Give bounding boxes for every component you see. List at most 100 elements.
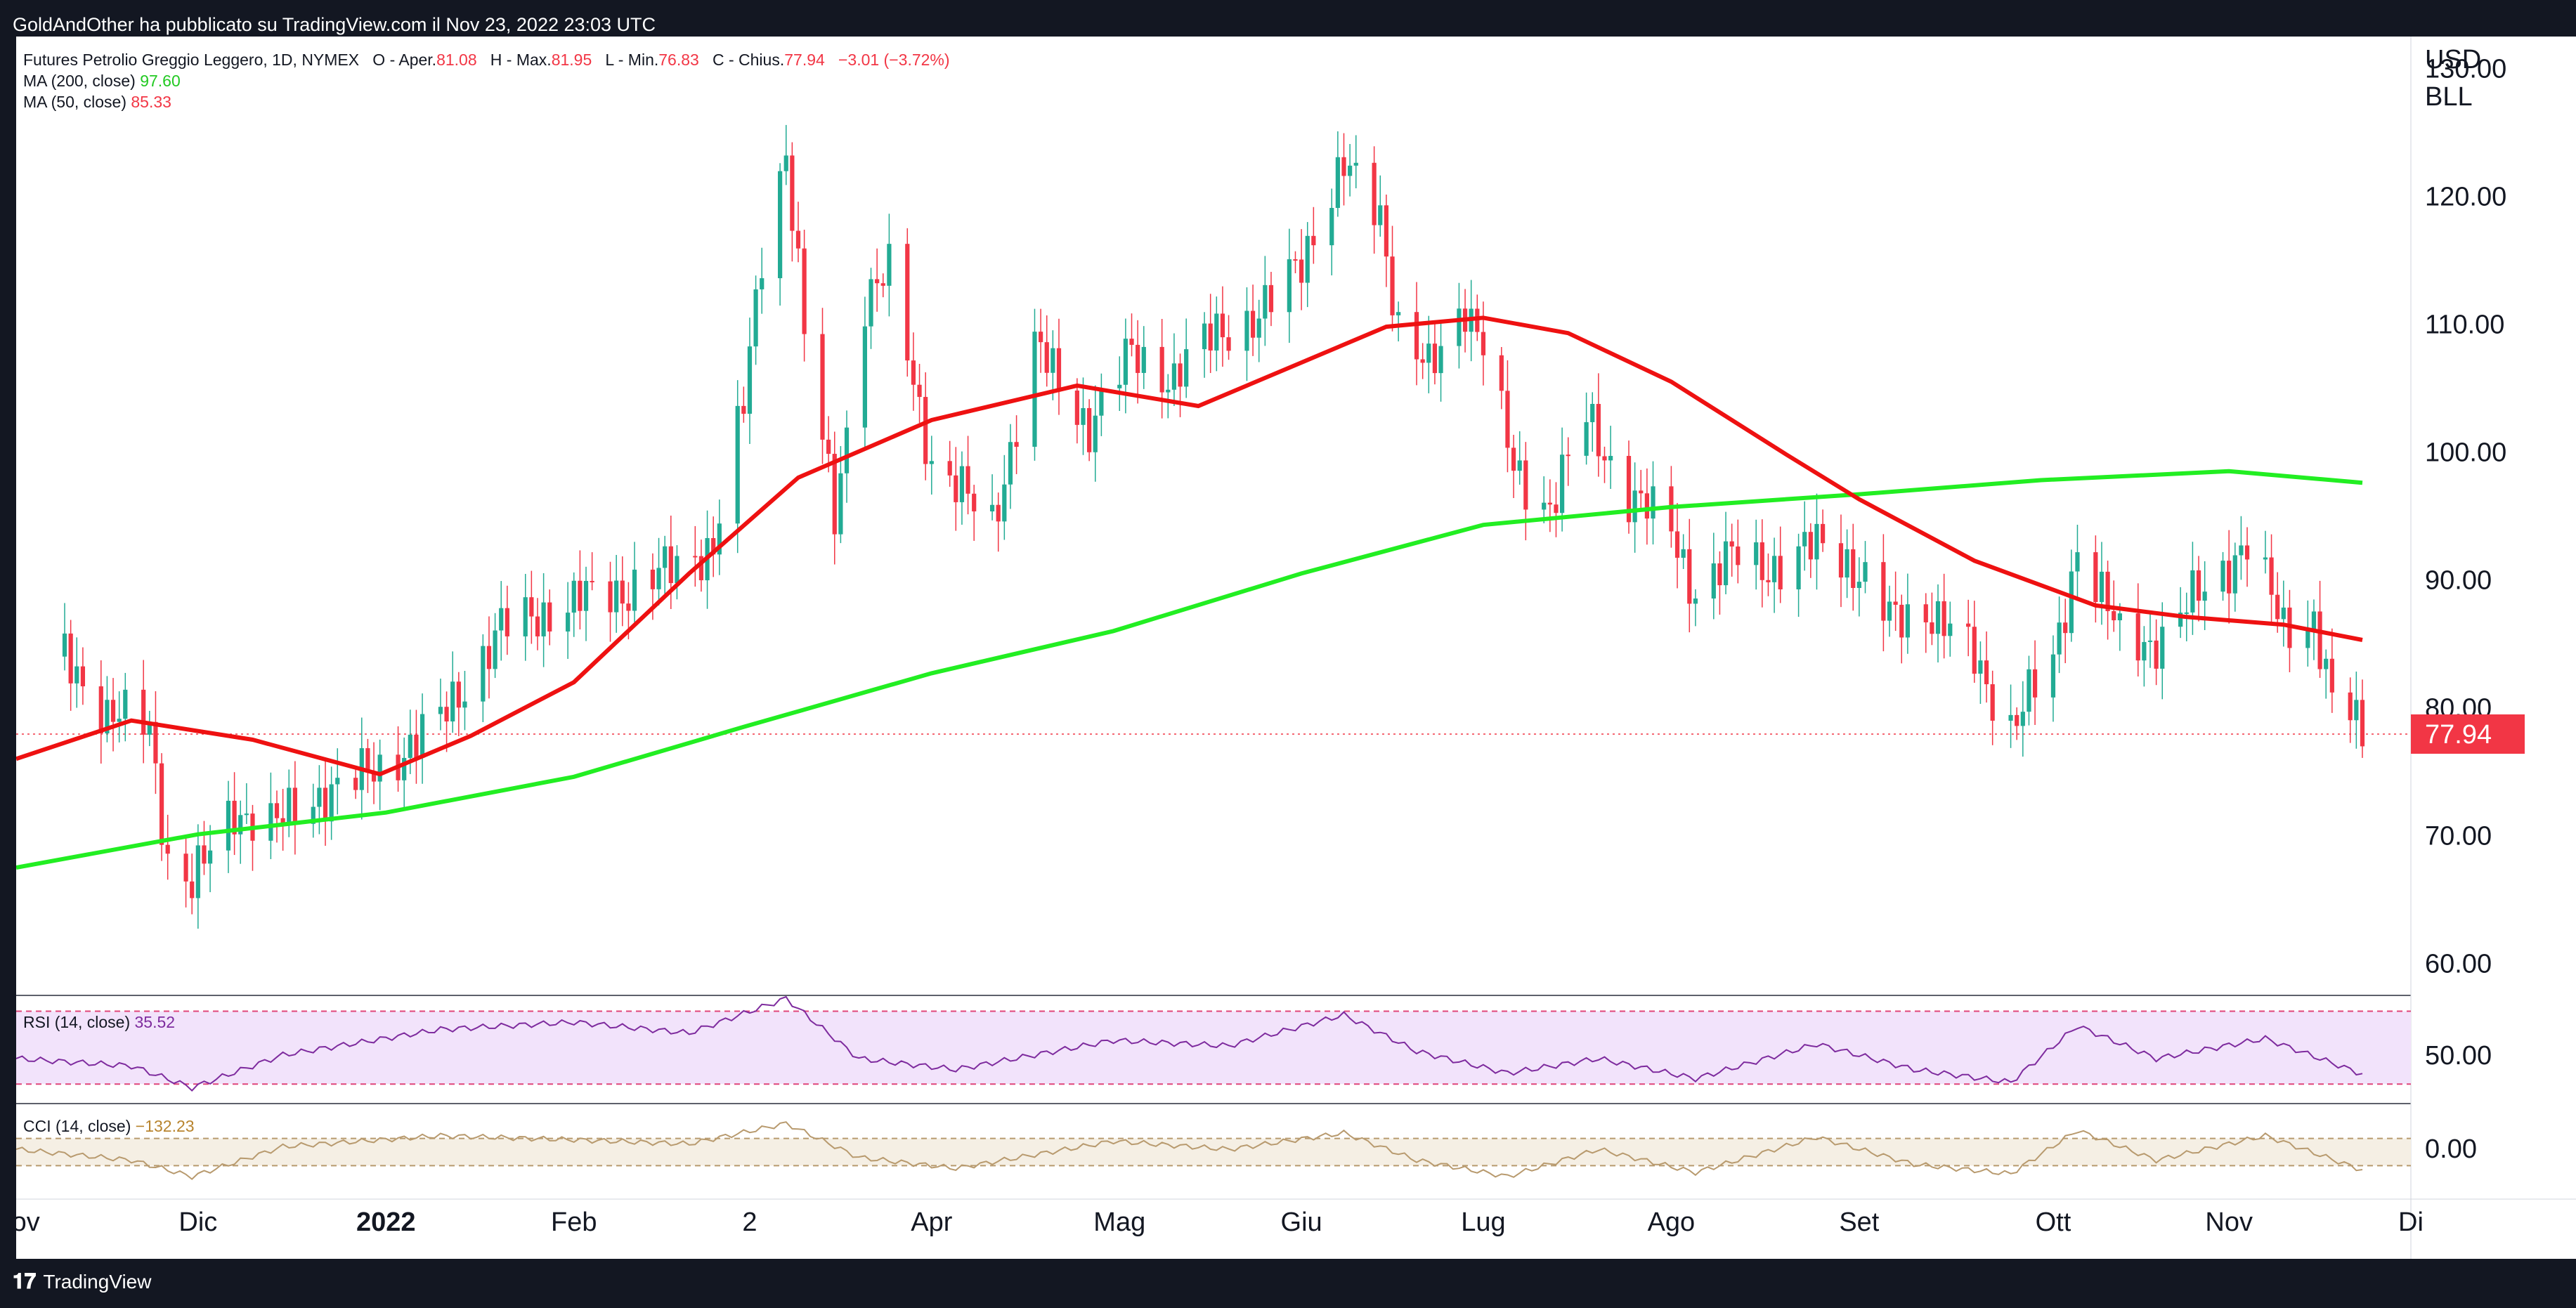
price-axis[interactable]: 130.00120.00110.00100.0090.0080.0070.006… <box>2425 55 2506 979</box>
candle-body <box>1293 259 1298 261</box>
candle-body <box>1348 165 1353 176</box>
candle-body <box>2063 622 2068 634</box>
candle-body <box>444 707 449 722</box>
candle-body <box>2354 700 2359 721</box>
candle-body <box>760 278 765 289</box>
candle-body <box>2027 669 2031 712</box>
candle-body <box>1226 337 1231 351</box>
candle-body <box>820 334 825 440</box>
candle-body <box>1341 157 1346 176</box>
candle-body <box>1856 582 1861 588</box>
candle-body <box>2142 641 2147 661</box>
candle-body <box>566 613 571 632</box>
candle-body <box>2360 700 2365 747</box>
candle-body <box>1511 447 1516 471</box>
candle-body <box>535 616 540 636</box>
ohlc-high-label: H - Max. <box>490 51 552 69</box>
chart-panel[interactable]: USD BLL 130.00 120.00 110.00 100.00 90.00 80.… <box>0 37 2576 1259</box>
candle-body <box>190 881 195 898</box>
candle-body <box>1863 562 1868 582</box>
time-axis-label: Nov <box>16 1208 40 1237</box>
candle-body <box>583 580 589 611</box>
candle-body <box>2305 629 2310 648</box>
ohlc-close-label: C - Chius. <box>712 51 785 69</box>
candle-body <box>1432 344 1438 374</box>
candle-body <box>2329 658 2334 693</box>
candle-body <box>1505 391 1510 448</box>
candle-body <box>735 405 740 524</box>
candle-body <box>2008 714 2013 721</box>
rsi-legend-value: 35.52 <box>134 1013 176 1031</box>
candle-body <box>1802 532 1807 547</box>
candle-body <box>1129 339 1134 345</box>
cci-legend-value: −132.23 <box>135 1117 195 1135</box>
symbol-legend: Futures Petrolio Greggio Leggero, 1D, NY… <box>23 51 950 70</box>
candle-body <box>1263 285 1268 319</box>
candle-body <box>1378 205 1383 225</box>
candle-body <box>1566 454 1570 457</box>
ohlc-low-label: L - Min. <box>605 51 659 69</box>
candle-body <box>2202 591 2207 601</box>
time-axis-label: Lug <box>1461 1208 1505 1237</box>
ma50-legend[interactable]: MA (50, close) 85.33 <box>23 93 171 112</box>
candle-body <box>353 778 358 790</box>
candle-body <box>323 787 328 822</box>
candle-body <box>620 580 625 604</box>
candle-body <box>2184 612 2189 614</box>
time-axis-label: Ott <box>2036 1208 2071 1237</box>
candle-body <box>1711 563 1716 599</box>
candle-body <box>541 602 546 636</box>
candle-body <box>923 397 928 464</box>
candle-body <box>2099 571 2105 603</box>
candle-body <box>965 466 970 494</box>
candle-body <box>1608 456 1613 461</box>
candle-body <box>1311 235 1316 246</box>
candle-body <box>329 784 334 822</box>
candle-body <box>1893 601 1898 605</box>
candle-body <box>2324 658 2329 669</box>
candle-body <box>783 155 788 171</box>
candle-body <box>207 850 213 864</box>
candle-body <box>1651 486 1655 519</box>
candle-body <box>1602 456 1607 461</box>
candle-body <box>668 546 673 584</box>
candle-body <box>844 427 850 473</box>
rsi-legend[interactable]: RSI (14, close) 35.52 <box>23 1013 175 1032</box>
candle-body <box>1559 454 1565 514</box>
candle-body <box>2190 570 2195 613</box>
candle-body <box>1523 460 1528 510</box>
candle-body <box>1729 541 1734 547</box>
candle-body <box>1214 313 1219 351</box>
candle-body <box>1002 484 1007 522</box>
time-axis-label: Feb <box>551 1208 597 1237</box>
candle-body <box>972 493 977 512</box>
footer-brand[interactable]: 𝟏𝟕 TradingView <box>13 1264 151 1300</box>
candle-body <box>1759 542 1764 580</box>
time-axis-label: Di <box>2398 1208 2424 1237</box>
candle-body <box>2112 610 2116 620</box>
symbol-name[interactable]: Futures Petrolio Greggio Leggero, 1D, NY… <box>23 51 360 69</box>
candle-body <box>2075 552 2080 572</box>
time-axis[interactable]: Nov Dic 2022 Feb 2 Apr Mag Giu Lug Ago Set Ott Nov Di <box>0 1208 2424 1237</box>
candle-body <box>1299 259 1304 283</box>
rsi-pane-line <box>15 995 2363 1092</box>
candle-body <box>2093 552 2098 603</box>
candle-body <box>547 602 552 632</box>
price-change: −3.01 (−3.72%) <box>838 51 950 69</box>
candle-body <box>656 568 661 589</box>
candle-body <box>795 230 801 249</box>
ma200-legend[interactable]: MA (200, close) 97.60 <box>23 72 181 91</box>
candle-body <box>905 244 910 361</box>
candle-body <box>141 689 146 735</box>
candle-body <box>887 244 892 286</box>
price-chart-svg[interactable]: USD BLL 130.00120.00110.00100.0090.0080.… <box>0 37 2576 1259</box>
candle-body <box>335 778 340 785</box>
time-axis-label: Nov <box>2205 1208 2253 1237</box>
brand-name: TradingView <box>43 1271 152 1293</box>
candle-body <box>1584 421 1589 456</box>
rsi-pane <box>15 995 2411 1092</box>
cci-legend[interactable]: CCI (14, close) −132.23 <box>23 1117 195 1136</box>
candle-body <box>1384 205 1388 257</box>
cci-pane-band <box>16 1138 2411 1166</box>
candle-body <box>1244 310 1249 351</box>
